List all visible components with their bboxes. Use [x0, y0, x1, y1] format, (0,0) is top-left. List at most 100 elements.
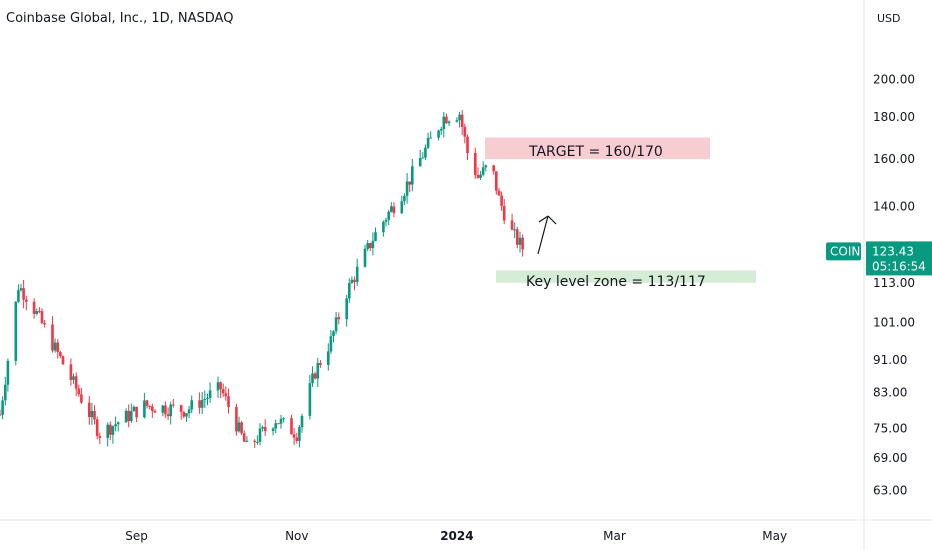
- candle: [256, 435, 259, 445]
- candle: [172, 399, 175, 408]
- candle: [203, 390, 207, 408]
- candle: [145, 399, 149, 409]
- candle: [392, 202, 396, 218]
- price-tag-countdown: 05:16:54: [872, 259, 926, 273]
- candle: [95, 416, 99, 440]
- candle: [329, 329, 333, 354]
- candle: [208, 382, 212, 403]
- candle: [161, 404, 165, 417]
- candle: [334, 311, 338, 335]
- candle: [35, 308, 39, 316]
- key-level-label: Key level zone = 113/117: [526, 274, 706, 290]
- candle: [319, 359, 322, 368]
- candle: [179, 404, 183, 420]
- candle: [130, 403, 133, 423]
- time-tick-label: Nov: [285, 529, 308, 543]
- candle: [327, 343, 330, 371]
- currency-label[interactable]: USD: [877, 12, 901, 25]
- candle: [80, 387, 83, 404]
- target-zone[interactable]: [485, 137, 710, 160]
- candle: [371, 232, 375, 256]
- candle: [521, 234, 524, 257]
- candle: [426, 132, 430, 149]
- candle: [463, 123, 467, 144]
- candle: [53, 338, 57, 353]
- candle: [382, 220, 385, 237]
- candle: [355, 258, 359, 286]
- candle: [235, 403, 238, 436]
- candle: [408, 181, 411, 193]
- candle: [455, 117, 459, 123]
- candle: [479, 170, 482, 180]
- candle: [4, 376, 7, 406]
- candle: [277, 423, 280, 425]
- time-tick-label: 2024: [440, 529, 473, 543]
- candle: [237, 416, 241, 433]
- candle: [295, 432, 299, 444]
- up-arrow-icon[interactable]: [537, 215, 557, 255]
- candle: [17, 284, 20, 304]
- price-tick-label: 75.00: [873, 422, 907, 436]
- candle: [221, 383, 225, 397]
- candle: [127, 404, 130, 428]
- candle: [424, 144, 427, 161]
- candle: [93, 405, 96, 425]
- candle: [403, 193, 406, 206]
- candle: [245, 436, 249, 442]
- candle: [151, 403, 154, 418]
- candle: [369, 242, 372, 252]
- candle: [216, 376, 220, 398]
- candle: [384, 217, 388, 227]
- candle: [25, 295, 28, 311]
- candle: [206, 393, 209, 406]
- candle: [458, 111, 461, 128]
- time-axis-ticks: Sep Nov 2024 Mar May: [125, 529, 787, 543]
- candle: [109, 421, 112, 441]
- candle: [502, 198, 506, 225]
- candle: [182, 411, 186, 419]
- candle: [418, 149, 422, 167]
- candle: [316, 357, 320, 388]
- candle: [6, 358, 10, 392]
- candle: [348, 278, 351, 304]
- candle: [274, 419, 277, 434]
- candle: [510, 213, 514, 231]
- candle: [474, 147, 477, 179]
- candle: [429, 131, 432, 139]
- candle: [337, 312, 341, 325]
- candle: [51, 316, 54, 353]
- candle: [350, 276, 354, 284]
- candle: [88, 396, 91, 425]
- price-tag-price: 123.43: [872, 244, 914, 258]
- current-price-tag[interactable]: COIN 123.43 05:16:54: [826, 241, 932, 276]
- candle: [390, 202, 393, 213]
- price-tick-label: 113.00: [873, 276, 915, 290]
- candle: [400, 195, 404, 214]
- time-tick-label: Sep: [125, 529, 148, 543]
- candle: [59, 350, 62, 359]
- candle: [387, 209, 390, 226]
- candle: [77, 384, 81, 397]
- price-tick-label: 160.00: [873, 152, 915, 166]
- candle: [500, 191, 503, 211]
- candle: [442, 112, 446, 138]
- time-tick-label: Mar: [603, 529, 626, 543]
- candle: [143, 392, 146, 419]
- candle: [164, 401, 167, 418]
- candle: [411, 158, 414, 192]
- candle: [258, 423, 262, 446]
- candle: [513, 222, 516, 239]
- key-level-zone[interactable]: [496, 270, 756, 283]
- candle: [366, 240, 369, 252]
- candle: [124, 408, 128, 423]
- candle: [153, 409, 157, 413]
- candle: [106, 422, 109, 447]
- candle: [72, 373, 75, 384]
- candle: [447, 120, 451, 127]
- candle: [14, 301, 18, 366]
- candle: [40, 308, 44, 325]
- chart-title: Coinbase Global, Inc., 1D, NASDAQ: [6, 11, 233, 26]
- candle: [279, 414, 283, 429]
- candle: [240, 420, 243, 436]
